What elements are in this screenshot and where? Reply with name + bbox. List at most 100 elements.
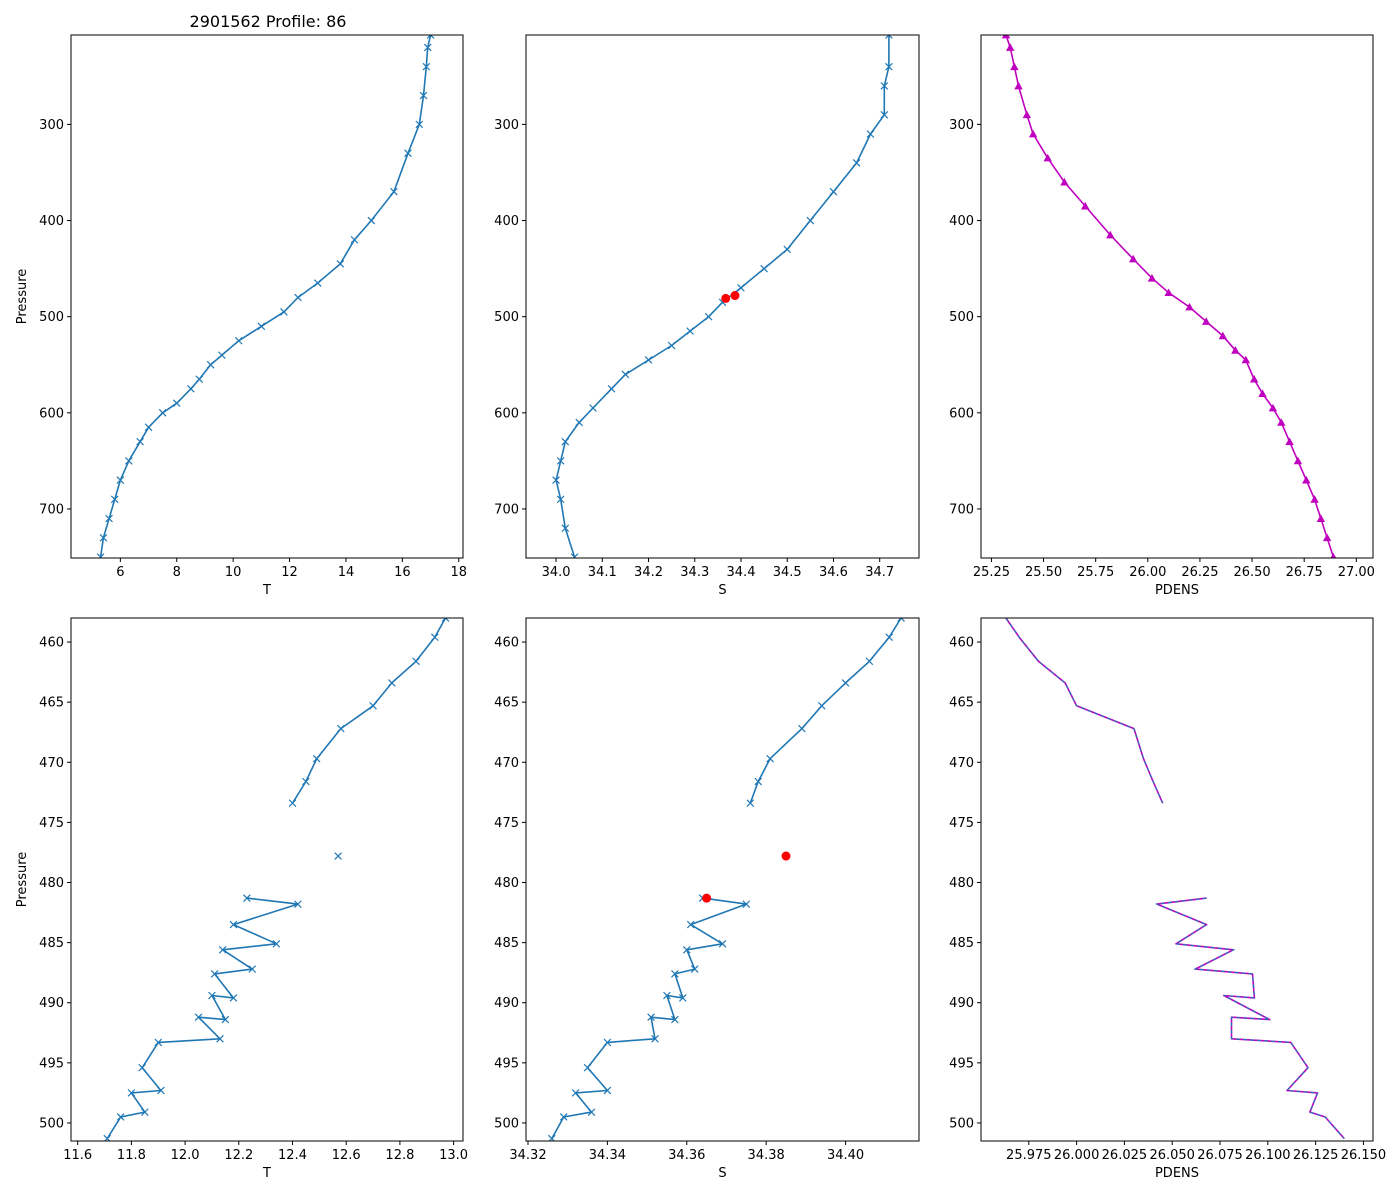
data-point: [412, 657, 420, 666]
x-tick-label: 34.38: [748, 1148, 785, 1163]
data-point: [1129, 254, 1138, 263]
x-axis-label: PDENS: [1155, 1166, 1199, 1181]
x-tick-label: 34.34: [589, 1148, 626, 1163]
y-tick-label: 490: [39, 996, 64, 1011]
series-line: [749, 618, 902, 804]
qc-flag-point: [702, 893, 712, 903]
data-point: [885, 62, 893, 71]
y-axis-label: Pressure: [15, 269, 30, 325]
data-point: [302, 777, 310, 786]
data-point: [746, 799, 755, 807]
plot-area: [103, 618, 450, 1141]
data-point: [897, 618, 905, 622]
x-tick-label: 34.2: [634, 565, 663, 580]
data-point: [144, 423, 153, 432]
y-tick-label: 500: [494, 310, 519, 325]
data-point: [667, 341, 676, 350]
y-tick-label: 470: [494, 756, 519, 771]
data-point: [737, 284, 745, 292]
data-point: [172, 399, 181, 408]
data-point: [682, 946, 691, 954]
y-tick-label: 490: [494, 996, 519, 1011]
data-point: [337, 724, 345, 733]
data-point: [218, 946, 227, 954]
data-point: [294, 293, 302, 302]
y-axis-label: Pressure: [15, 852, 30, 908]
data-point: [603, 1086, 612, 1095]
axes-frame: [525, 34, 920, 559]
series-line: [555, 35, 890, 558]
axes-frame: [70, 617, 464, 1142]
plot-area: [547, 618, 905, 1141]
data-point: [1014, 81, 1023, 90]
x-tick-label: 10: [225, 565, 242, 580]
series-line: [99, 35, 432, 558]
data-point: [754, 777, 763, 786]
series-line-dash: [1154, 897, 1345, 1139]
y-tick-label: 300: [39, 118, 64, 133]
y-tick-label: 485: [39, 936, 64, 951]
x-axis-label: T: [262, 583, 271, 598]
data-point: [587, 1108, 596, 1116]
data-point: [1330, 552, 1337, 558]
data-point: [1302, 475, 1311, 484]
y-tick-label: 495: [949, 1056, 974, 1071]
x-tick-label: 34.36: [668, 1148, 705, 1163]
data-point: [136, 437, 144, 446]
data-point: [866, 130, 875, 138]
plot-area: [1005, 618, 1345, 1140]
y-tick-label: 700: [494, 502, 519, 517]
data-point: [272, 939, 281, 948]
data-point: [99, 533, 108, 542]
data-point: [1231, 346, 1240, 354]
data-point: [583, 1063, 592, 1072]
y-tick-label: 460: [494, 636, 519, 651]
panel-bottom-T: 11.6 11.8 12.0 12.2 12.4 12.6 12.8 13.0 460 465 47…: [15, 617, 468, 1181]
x-tick-label: 12.2: [224, 1148, 253, 1163]
x-tick-label: 34.7: [865, 565, 894, 580]
data-point: [116, 1113, 125, 1121]
x-tick-label: 27.00: [1338, 565, 1375, 580]
x-axis-label: PDENS: [1155, 583, 1199, 598]
qc-flag-point: [781, 851, 791, 861]
data-point: [110, 495, 119, 504]
x-tick-label: 26.00: [1129, 565, 1166, 580]
data-point: [570, 553, 579, 558]
data-point: [556, 495, 565, 504]
data-point: [334, 852, 342, 860]
series-line: [1005, 618, 1164, 804]
data-point: [313, 279, 322, 287]
x-tick-label: 34.32: [509, 1148, 546, 1163]
data-point: [561, 437, 570, 446]
data-point: [441, 618, 450, 622]
data-point: [561, 524, 570, 533]
x-tick-label: 25.50: [1025, 565, 1062, 580]
x-tick-label: 34.0: [542, 565, 571, 580]
data-point: [218, 351, 226, 359]
x-tick-label: 12.8: [385, 1148, 414, 1163]
data-point: [671, 970, 679, 978]
data-point: [559, 1113, 568, 1121]
x-tick-label: 26.150: [1341, 1148, 1387, 1163]
data-point: [1147, 274, 1157, 282]
data-point: [556, 457, 565, 465]
data-point: [644, 356, 653, 364]
y-tick-label: 500: [949, 1116, 974, 1131]
y-tick-label: 460: [39, 636, 64, 651]
series-line-dash: [1005, 618, 1164, 804]
x-tick-label: 12.0: [171, 1148, 200, 1163]
data-point: [280, 308, 288, 316]
x-axis-label: S: [718, 1166, 726, 1181]
x-tick-label: 11.6: [63, 1148, 92, 1163]
data-point: [138, 1063, 146, 1072]
y-tick-label: 600: [39, 406, 64, 421]
data-point: [1277, 418, 1286, 426]
y-tick-label: 400: [39, 214, 64, 229]
data-point: [607, 384, 616, 393]
data-point: [195, 375, 204, 384]
x-tick-label: 13.0: [439, 1148, 468, 1163]
x-tick-label: 26.050: [1149, 1148, 1195, 1163]
data-point: [312, 754, 321, 763]
y-tick-label: 490: [949, 996, 974, 1011]
data-point: [1322, 533, 1332, 542]
